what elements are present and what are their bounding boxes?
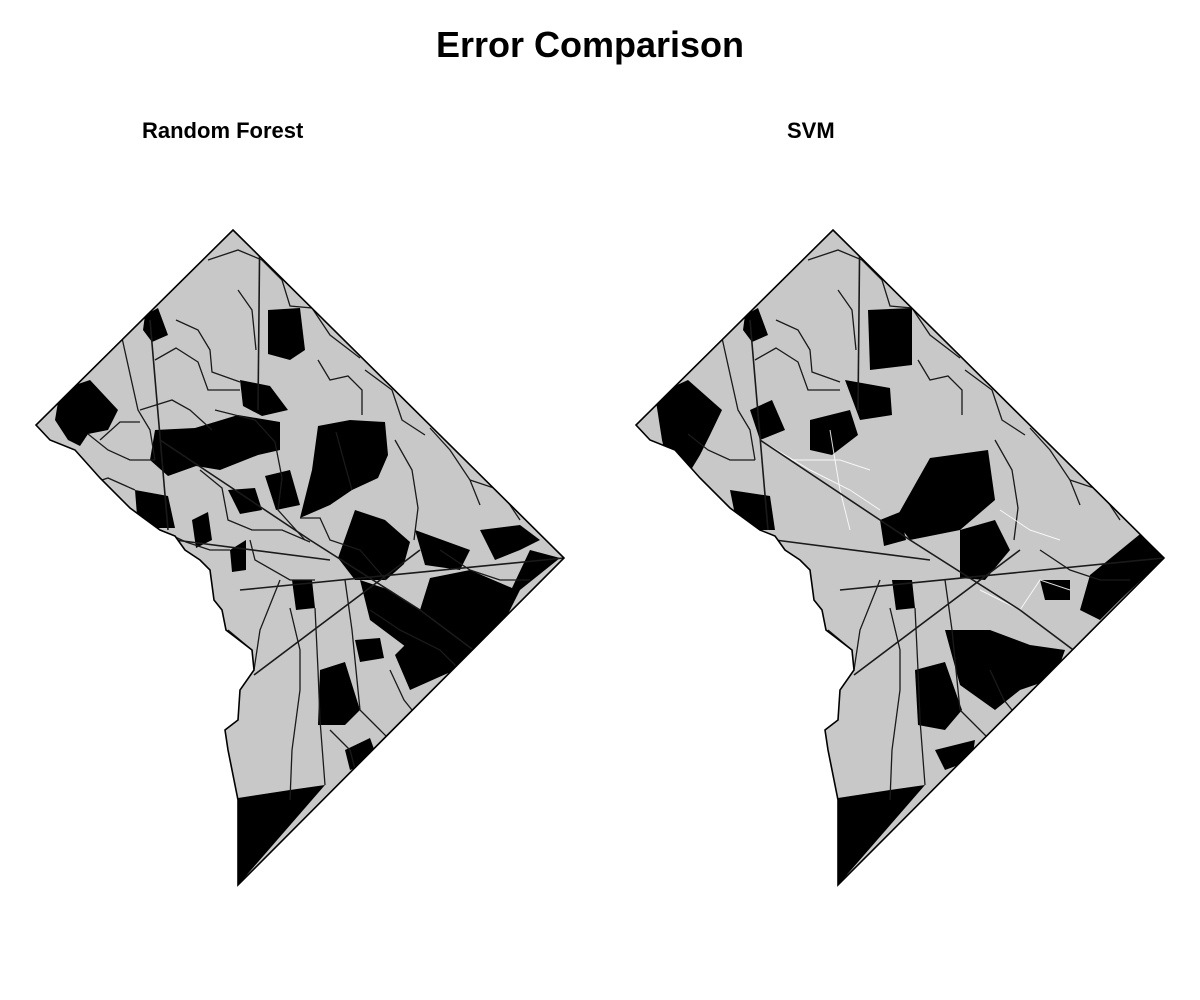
city-outline (634, 228, 1166, 887)
panel-title-random-forest: Random Forest (142, 118, 304, 143)
tract-boundaries (77, 249, 530, 801)
map-svm (634, 228, 1166, 887)
light-boundaries (759, 429, 1071, 611)
panel-svm: SVM (600, 110, 1200, 970)
error-regions (655, 308, 1164, 885)
panel-random-forest: Random Forest (0, 110, 600, 970)
map-random-forest (34, 228, 566, 887)
panel-title-svm: SVM (787, 118, 835, 143)
major-streets (749, 230, 1164, 676)
city-outline (34, 228, 566, 887)
chart-title: Error Comparison (435, 24, 745, 65)
error-regions (55, 308, 560, 885)
